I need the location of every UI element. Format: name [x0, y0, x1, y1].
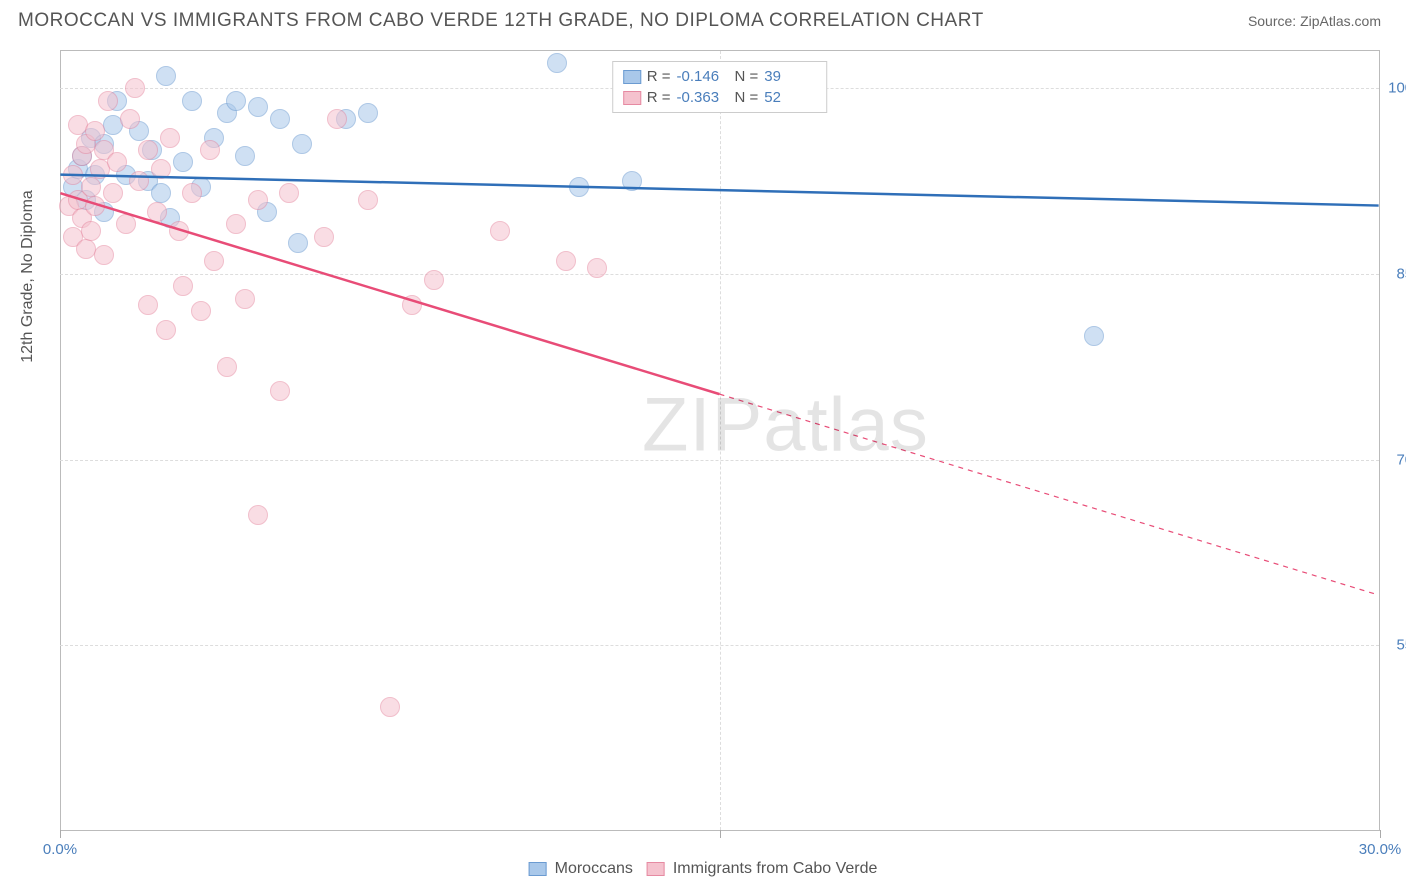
grid-line-v [720, 51, 721, 830]
legend-swatch [623, 70, 641, 84]
data-point [191, 301, 211, 321]
data-point [270, 109, 290, 129]
legend-swatch [623, 91, 641, 105]
y-axis-title: 12th Grade, No Diploma [19, 190, 37, 363]
x-tick [60, 830, 61, 838]
data-point [288, 233, 308, 253]
r-value: -0.363 [677, 89, 729, 106]
data-point [292, 134, 312, 154]
data-point [151, 183, 171, 203]
y-tick-label: 85.0% [1384, 265, 1406, 282]
y-tick-label: 70.0% [1384, 451, 1406, 468]
data-point [1084, 326, 1104, 346]
data-point [279, 183, 299, 203]
data-point [107, 152, 127, 172]
y-tick-label: 55.0% [1384, 637, 1406, 654]
data-point [156, 66, 176, 86]
data-point [120, 109, 140, 129]
data-point [622, 171, 642, 191]
source-label: Source: ZipAtlas.com [1248, 13, 1381, 29]
data-point [116, 214, 136, 234]
data-point [569, 177, 589, 197]
data-point [173, 152, 193, 172]
chart-title: MOROCCAN VS IMMIGRANTS FROM CABO VERDE 1… [18, 10, 984, 32]
n-value: 52 [764, 89, 816, 106]
data-point [169, 221, 189, 241]
data-point [248, 190, 268, 210]
correlation-legend: R = -0.146 N = 39 R = -0.363 N = 52 [612, 61, 828, 113]
chart-area: 55.0%70.0%85.0%100.0%0.0%30.0% ZIPatlas … [60, 50, 1380, 830]
r-value: -0.146 [677, 68, 729, 85]
legend-swatch [647, 862, 665, 876]
legend-item: Moroccans [529, 860, 633, 878]
data-point [147, 202, 167, 222]
data-point [424, 270, 444, 290]
data-point [235, 146, 255, 166]
data-point [103, 183, 123, 203]
data-point [94, 245, 114, 265]
x-tick [1380, 830, 1381, 838]
data-point [314, 227, 334, 247]
data-point [226, 214, 246, 234]
data-point [217, 357, 237, 377]
data-point [129, 171, 149, 191]
x-tick-label: 0.0% [43, 841, 77, 858]
legend-swatch [529, 862, 547, 876]
data-point [81, 177, 101, 197]
data-point [81, 221, 101, 241]
data-point [138, 140, 158, 160]
data-point [173, 276, 193, 296]
data-point [200, 140, 220, 160]
n-label: N = [735, 68, 759, 85]
data-point [327, 109, 347, 129]
y-tick-label: 100.0% [1384, 80, 1406, 97]
data-point [358, 103, 378, 123]
data-point [156, 320, 176, 340]
data-point [547, 53, 567, 73]
data-point [235, 289, 255, 309]
legend-label: Immigrants from Cabo Verde [673, 860, 878, 878]
n-value: 39 [764, 68, 816, 85]
data-point [182, 183, 202, 203]
data-point [63, 165, 83, 185]
data-point [85, 196, 105, 216]
r-label: R = [647, 68, 671, 85]
legend-label: Moroccans [555, 860, 633, 878]
data-point [358, 190, 378, 210]
data-point [138, 295, 158, 315]
data-point [98, 91, 118, 111]
plot-area: 55.0%70.0%85.0%100.0%0.0%30.0% [60, 51, 1379, 830]
legend-row: R = -0.146 N = 39 [623, 66, 817, 87]
data-point [270, 381, 290, 401]
n-label: N = [735, 89, 759, 106]
x-tick [720, 830, 721, 838]
data-point [160, 128, 180, 148]
data-point [125, 78, 145, 98]
legend-row: R = -0.363 N = 52 [623, 87, 817, 108]
data-point [182, 91, 202, 111]
series-legend: Moroccans Immigrants from Cabo Verde [529, 860, 878, 878]
data-point [151, 159, 171, 179]
data-point [226, 91, 246, 111]
x-tick-label: 30.0% [1359, 841, 1402, 858]
r-label: R = [647, 89, 671, 106]
data-point [402, 295, 422, 315]
data-point [587, 258, 607, 278]
data-point [248, 505, 268, 525]
data-point [85, 121, 105, 141]
data-point [248, 97, 268, 117]
legend-item: Immigrants from Cabo Verde [647, 860, 878, 878]
data-point [556, 251, 576, 271]
data-point [380, 697, 400, 717]
data-point [204, 251, 224, 271]
data-point [490, 221, 510, 241]
